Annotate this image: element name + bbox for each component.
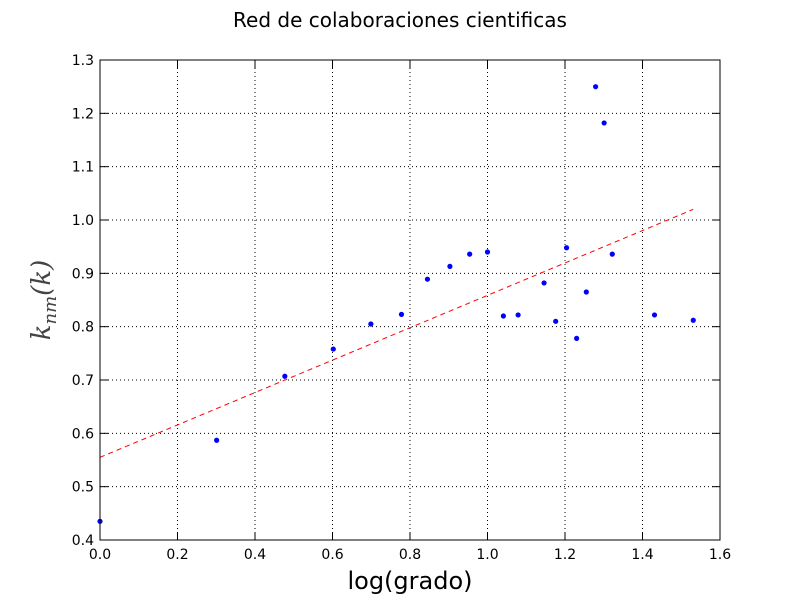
data-point [368, 321, 374, 327]
data-point [553, 318, 559, 324]
data-point [484, 249, 491, 255]
data-point [398, 311, 405, 317]
y-tick-label: 0.8 [72, 320, 94, 336]
ticks: 0.0 0.2 0.4 0.6 0.8 1.0 1.2 1.4 1.6 0.4 0.5 0.6 0.7 0… [72, 53, 731, 563]
data-point [447, 263, 453, 269]
data-point [500, 313, 506, 319]
x-tick-label: 0.6 [321, 547, 343, 563]
data-point [330, 346, 336, 352]
data-point [690, 317, 696, 323]
data-point [424, 276, 431, 282]
x-tick-label: 1.6 [709, 547, 731, 563]
y-tick-label: 0.7 [72, 373, 94, 389]
y-axis-label-main: k [27, 324, 57, 340]
x-tick-label: 1.0 [476, 547, 498, 563]
x-axis-label: log(grado) [347, 567, 472, 595]
y-tick-label: 1.2 [72, 106, 94, 122]
data-point [282, 373, 288, 379]
y-axis-label-suffix: (k) [27, 260, 57, 296]
data-point [214, 437, 220, 443]
chart-title: Red de colaboraciones cientificas [233, 8, 567, 32]
y-tick-label: 1.3 [72, 53, 94, 69]
data-point [583, 289, 589, 295]
fit-line [99, 208, 694, 458]
y-tick-label: 1.0 [72, 213, 94, 229]
data-point [601, 120, 607, 126]
data-point [541, 280, 547, 286]
data-point [574, 335, 580, 341]
grid [100, 60, 720, 540]
x-tick-label: 0.4 [244, 547, 266, 563]
data-point [515, 312, 521, 318]
x-tick-label: 0.8 [399, 547, 421, 563]
data-point [593, 84, 599, 90]
x-tick-label: 0.0 [89, 547, 111, 563]
y-tick-label: 0.4 [72, 533, 94, 549]
y-axis-label: knm(k) [27, 260, 61, 340]
data-point [609, 251, 615, 257]
y-tick-label: 0.9 [72, 266, 94, 282]
y-tick-label: 0.5 [72, 480, 94, 496]
data-layer [97, 84, 696, 524]
y-tick-label: 0.6 [72, 426, 94, 442]
x-tick-label: 1.2 [554, 547, 576, 563]
y-axis-label-subscript: nm [40, 296, 61, 325]
data-point [651, 312, 658, 318]
data-point [467, 251, 473, 257]
x-tick-label: 0.2 [166, 547, 188, 563]
y-tick-label: 1.1 [72, 160, 94, 176]
x-tick-label: 1.4 [631, 547, 653, 563]
data-point [563, 245, 570, 251]
